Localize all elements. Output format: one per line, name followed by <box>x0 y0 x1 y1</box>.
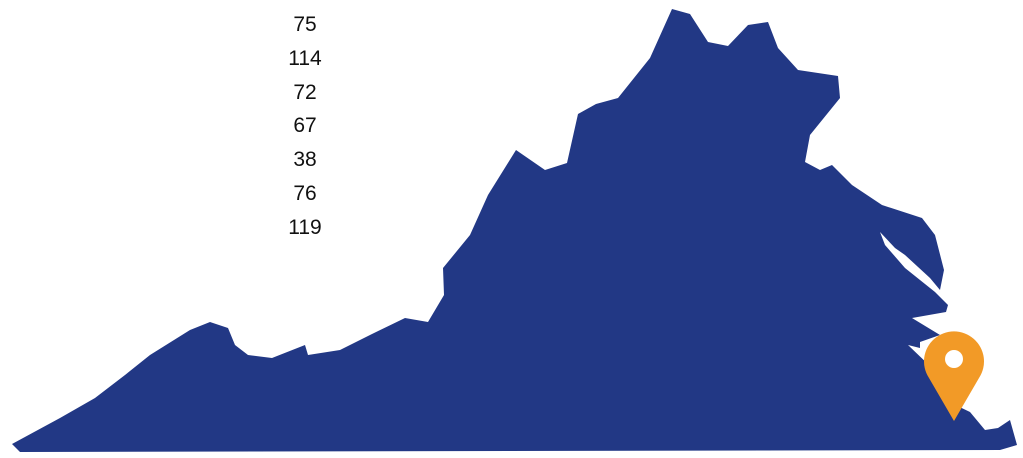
stat-value: 72 <box>293 80 317 104</box>
stat-value: 38 <box>293 148 317 172</box>
map-pin-center-dot <box>945 350 963 368</box>
virginia-state-shape <box>12 9 1017 452</box>
stat-value: 114 <box>288 46 322 70</box>
stat-value: 67 <box>293 114 317 138</box>
map-pin-icon[interactable] <box>924 331 985 421</box>
stat-value: 119 <box>288 215 322 239</box>
stat-value-list: 75 114 72 67 38 76 119 <box>250 8 360 245</box>
stat-value: 76 <box>293 181 317 205</box>
stat-value: 75 <box>293 13 317 36</box>
